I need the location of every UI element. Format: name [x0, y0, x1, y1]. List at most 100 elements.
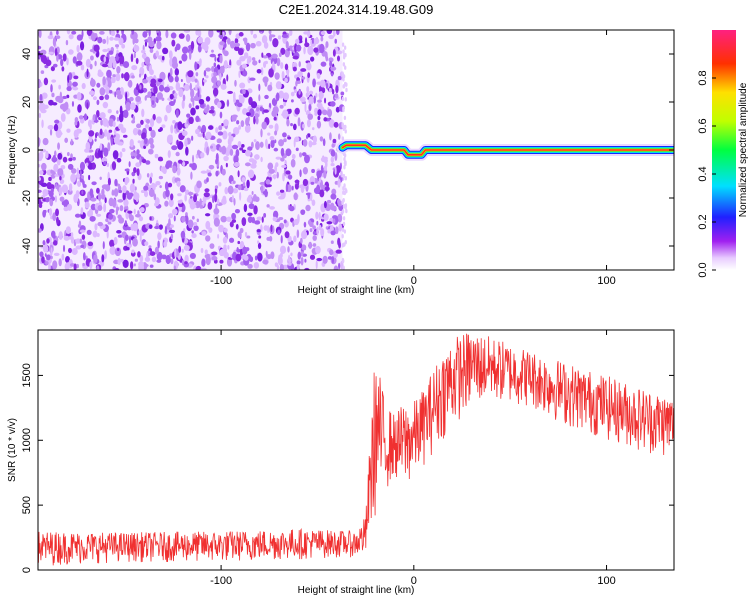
noise-speckle-dot: [319, 136, 324, 142]
noise-speckle-dot: [319, 79, 326, 88]
noise-speckle-dot: [176, 139, 179, 146]
noise-speckle-dot: [231, 219, 237, 223]
noise-speckle-dot: [89, 261, 93, 270]
noise-speckle-dot: [247, 55, 252, 63]
noise-speckle-dot: [236, 120, 240, 125]
colorbar-axis: 0.0 0.2 0.4 0.6 0.8: [697, 70, 716, 278]
noise-speckle-dot: [48, 190, 54, 198]
noise-speckle-dot: [234, 46, 240, 52]
noise-speckle-dot: [86, 102, 89, 110]
noise-speckle-dot: [168, 50, 173, 59]
noise-edge-dot: [344, 176, 348, 181]
noise-speckle-dot: [290, 158, 296, 168]
noise-speckle-dot: [241, 55, 244, 61]
noise-speckle-dot: [272, 210, 279, 219]
noise-speckle-dot: [216, 214, 220, 219]
noise-speckle-dot: [109, 30, 112, 36]
x-axis-label-1: Height of straight line (km): [298, 285, 415, 296]
noise-speckle-dot: [208, 125, 214, 130]
noise-speckle-dot: [234, 209, 241, 214]
noise-speckle-dot: [239, 191, 242, 201]
noise-speckle-dot: [274, 139, 277, 144]
noise-speckle-dot: [181, 53, 188, 62]
noise-speckle-dot: [60, 164, 66, 170]
noise-speckle-dot: [328, 119, 335, 128]
noise-speckle-dot: [121, 73, 124, 79]
noise-edge-dot: [343, 165, 346, 170]
noise-speckle-dot: [59, 175, 62, 181]
noise-speckle-dot: [114, 91, 117, 98]
noise-speckle-dot: [233, 91, 236, 101]
noise-speckle-dot: [41, 92, 48, 99]
noise-speckle-dot: [297, 117, 301, 127]
noise-speckle-dot: [222, 236, 228, 244]
noise-speckle-dot: [219, 249, 226, 257]
noise-speckle-dot: [263, 213, 267, 218]
noise-speckle-dot: [302, 167, 308, 175]
noise-speckle-dot: [81, 175, 85, 179]
noise-speckle-dot: [330, 230, 336, 236]
noise-speckle-dot: [280, 62, 284, 70]
noise-speckle-dot: [79, 229, 86, 233]
noise-speckle-dot: [65, 255, 70, 264]
noise-speckle-dot: [158, 175, 164, 180]
noise-speckle-dot: [171, 208, 178, 215]
noise-speckle-dot: [145, 160, 151, 165]
noise-speckle-dot: [109, 208, 115, 214]
noise-speckle-dot: [232, 188, 239, 194]
noise-speckle-dot: [278, 90, 285, 99]
noise-speckle-dot: [320, 61, 327, 67]
noise-speckle-dot: [256, 216, 263, 221]
noise-speckle-dot: [285, 183, 289, 193]
noise-speckle-dot: [323, 213, 329, 221]
noise-speckle-dot: [81, 234, 86, 240]
noise-speckle-dot: [149, 69, 154, 76]
noise-speckle-dot: [169, 229, 176, 234]
noise-speckle-dot: [181, 248, 184, 253]
noise-speckle-dot: [146, 252, 149, 262]
noise-speckle-dot: [122, 185, 127, 194]
noise-speckle-dot: [65, 226, 71, 235]
noise-edge-dot: [342, 197, 345, 203]
noise-speckle-dot: [49, 128, 53, 136]
noise-speckle-dot: [300, 230, 308, 240]
noise-speckle-dot: [247, 146, 253, 151]
noise-speckle-dot: [331, 188, 337, 196]
noise-speckle-dot: [142, 79, 148, 84]
noise-speckle-dot: [113, 37, 120, 41]
noise-speckle-dot: [207, 201, 213, 210]
noise-speckle-dot: [117, 199, 124, 203]
noise-speckle-dot: [211, 65, 215, 72]
noise-speckle-dot: [236, 59, 242, 66]
noise-speckle-dot: [223, 244, 227, 249]
noise-speckle-dot: [304, 258, 307, 263]
noise-speckle-dot: [265, 179, 271, 185]
noise-speckle-dot: [90, 32, 96, 42]
noise-speckle-dot: [56, 54, 59, 62]
noise-speckle-dot: [293, 235, 297, 243]
noise-speckle-dot: [121, 43, 126, 49]
noise-speckle-dot: [79, 41, 85, 51]
noise-speckle-dot: [326, 199, 332, 204]
noise-speckle-dot: [197, 36, 204, 44]
noise-speckle-dot: [45, 254, 51, 261]
noise-speckle-dot: [92, 96, 97, 101]
noise-speckle-dot: [99, 142, 103, 151]
noise-speckle-dot: [262, 61, 267, 69]
noise-speckle-dot: [180, 78, 183, 83]
noise-speckle-dot: [284, 231, 290, 239]
noise-speckle-dot: [190, 200, 194, 205]
noise-speckle-dot: [330, 72, 334, 77]
noise-speckle-dot: [328, 34, 335, 40]
noise-speckle-dot: [292, 61, 298, 69]
noise-speckle-dot: [68, 34, 74, 40]
noise-speckle-dot: [52, 240, 58, 246]
noise-speckle-dot: [334, 38, 337, 44]
noise-speckle-dot: [107, 142, 111, 152]
noise-speckle-dot: [293, 89, 298, 94]
noise-speckle-dot: [66, 203, 73, 211]
noise-speckle-dot: [149, 118, 155, 128]
noise-speckle-dot: [220, 215, 227, 223]
noise-speckle-dot: [316, 220, 319, 226]
